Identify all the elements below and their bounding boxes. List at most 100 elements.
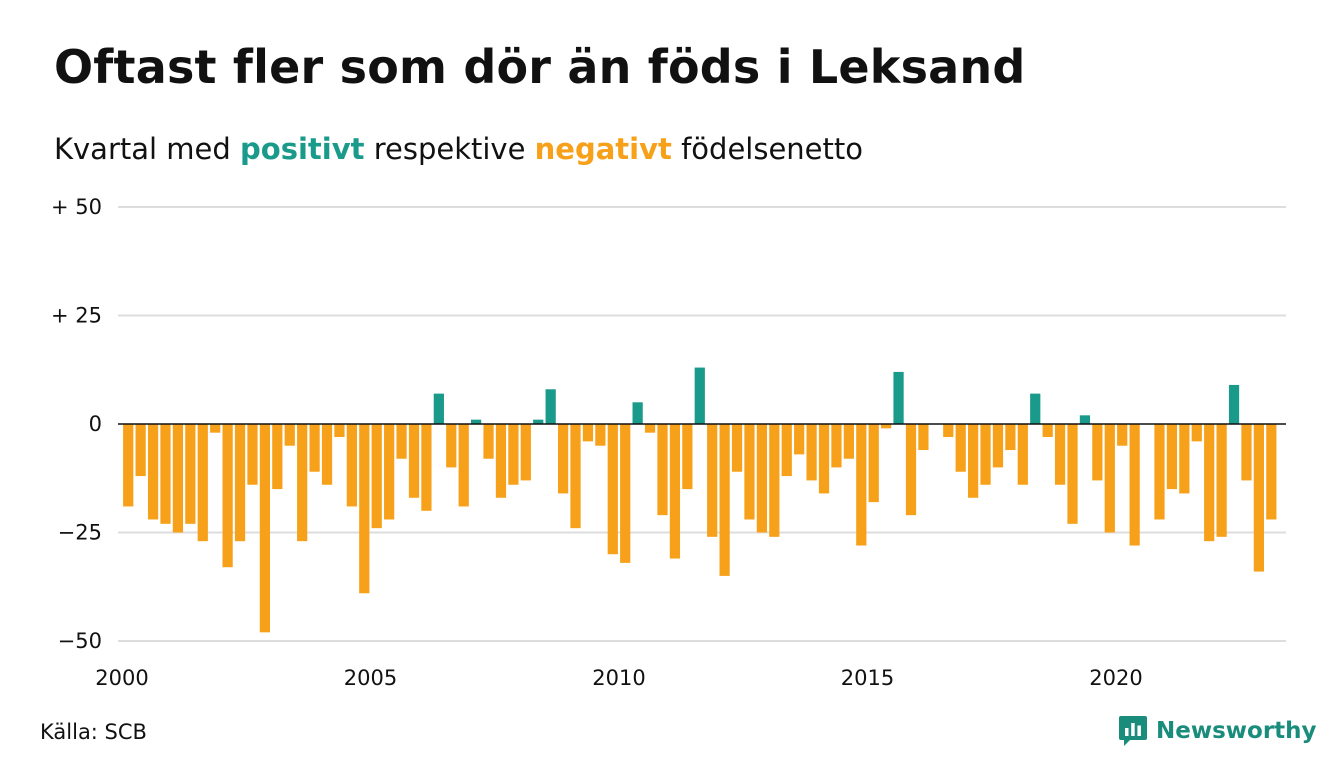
- bar-negative: [731, 424, 743, 472]
- x-tick-label: 2020: [1089, 666, 1142, 690]
- bar-negative: [657, 424, 668, 516]
- bar-positive: [433, 393, 444, 424]
- bar-negative: [868, 424, 879, 503]
- bar-negative: [458, 424, 469, 507]
- bar-positive: [694, 367, 705, 424]
- bar-negative: [359, 424, 370, 594]
- bar-negative: [1241, 424, 1252, 481]
- subtitle-negative-label: negativt: [534, 132, 672, 166]
- subtitle-positive-label: positivt: [240, 132, 365, 166]
- bar-negative: [905, 424, 917, 516]
- y-tick-label: + 25: [51, 304, 102, 328]
- bar-negative: [831, 424, 842, 468]
- bar-positive: [893, 371, 904, 424]
- bar-negative: [756, 424, 768, 533]
- bar-negative: [557, 424, 569, 494]
- y-tick-label: −25: [58, 521, 102, 545]
- bar-negative: [309, 424, 320, 472]
- bar-positive: [533, 419, 544, 424]
- subtitle-start: Kvartal med: [54, 132, 241, 166]
- bar-negative: [172, 424, 184, 533]
- bar-negative: [1067, 424, 1078, 524]
- bar-negative: [520, 424, 531, 481]
- bar-negative: [284, 424, 295, 446]
- bar-positive: [1228, 384, 1240, 424]
- bar-negative: [247, 424, 258, 485]
- bar-negative: [508, 424, 519, 485]
- bar-negative: [669, 424, 681, 559]
- bar-positive: [1030, 393, 1041, 424]
- x-tick-label: 2005: [344, 666, 397, 690]
- bar-negative: [992, 424, 1004, 468]
- newsworthy-logo: Newsworthy: [1118, 714, 1317, 748]
- bar-negative: [334, 424, 345, 438]
- bar-negative: [371, 424, 382, 529]
- bar-negative: [918, 424, 929, 451]
- bar-negative: [1253, 424, 1264, 572]
- x-tick-label: 2015: [841, 666, 894, 690]
- bar-negative: [943, 424, 954, 438]
- bar-negative: [1054, 424, 1066, 485]
- bar-negative: [620, 424, 631, 563]
- bar-negative: [607, 424, 618, 555]
- bar-negative: [1017, 424, 1028, 485]
- bar-negative: [135, 424, 146, 477]
- bar-negative: [881, 424, 892, 429]
- bar-positive: [1079, 415, 1091, 424]
- bar-negative: [707, 424, 718, 537]
- bar-negative: [1179, 424, 1190, 494]
- bar-negative: [483, 424, 494, 459]
- bar-negative: [806, 424, 817, 481]
- bar-negative: [595, 424, 606, 446]
- bar-negative: [408, 424, 420, 498]
- bar-negative: [1042, 424, 1053, 438]
- bar-negative: [582, 424, 594, 442]
- bar-negative: [272, 424, 283, 490]
- subtitle-middle: respektive: [364, 132, 535, 166]
- x-tick-label: 2010: [592, 666, 645, 690]
- bar-negative: [1092, 424, 1103, 481]
- y-tick-label: + 50: [51, 195, 102, 219]
- bar-negative: [1204, 424, 1215, 542]
- bar-negative: [384, 424, 395, 520]
- bar-negative: [346, 424, 357, 507]
- brand-name: Newsworthy: [1156, 718, 1317, 744]
- bar-negative: [495, 424, 507, 498]
- bar-negative: [222, 424, 233, 568]
- bar-negative: [1166, 424, 1178, 490]
- source-label: Källa: SCB: [40, 720, 147, 744]
- bar-negative: [955, 424, 966, 472]
- bar-negative: [1129, 424, 1140, 546]
- bar-negative: [744, 424, 755, 520]
- bar-negative: [147, 424, 159, 520]
- x-tick-label: 2000: [95, 666, 148, 690]
- bar-negative: [1266, 424, 1277, 520]
- bar-negative: [794, 424, 805, 455]
- bar-positive: [545, 389, 556, 424]
- bar-negative: [234, 424, 246, 542]
- bar-negative: [1154, 424, 1165, 520]
- bar-negative: [682, 424, 693, 490]
- bar-negative: [644, 424, 656, 433]
- bar-negative: [856, 424, 867, 546]
- bar-negative: [843, 424, 854, 459]
- bar-negative: [210, 424, 221, 433]
- bar-negative: [980, 424, 991, 485]
- bar-negative: [185, 424, 196, 524]
- bar-negative: [160, 424, 171, 524]
- bar-negative: [297, 424, 308, 542]
- bar-negative: [321, 424, 333, 485]
- bar-negative: [570, 424, 581, 529]
- bar-negative: [769, 424, 780, 537]
- bar-negative: [446, 424, 457, 468]
- bar-negative: [781, 424, 792, 477]
- bar-negative: [1216, 424, 1227, 537]
- bar-positive: [471, 419, 482, 424]
- bar-negative: [197, 424, 208, 542]
- bar-negative: [1191, 424, 1202, 442]
- bar-chart-speech-bubble-icon: [1119, 716, 1147, 746]
- bar-negative: [1104, 424, 1115, 533]
- bar-negative: [719, 424, 730, 576]
- subtitle-end: födelsenetto: [671, 132, 863, 166]
- bar-negative: [259, 424, 271, 633]
